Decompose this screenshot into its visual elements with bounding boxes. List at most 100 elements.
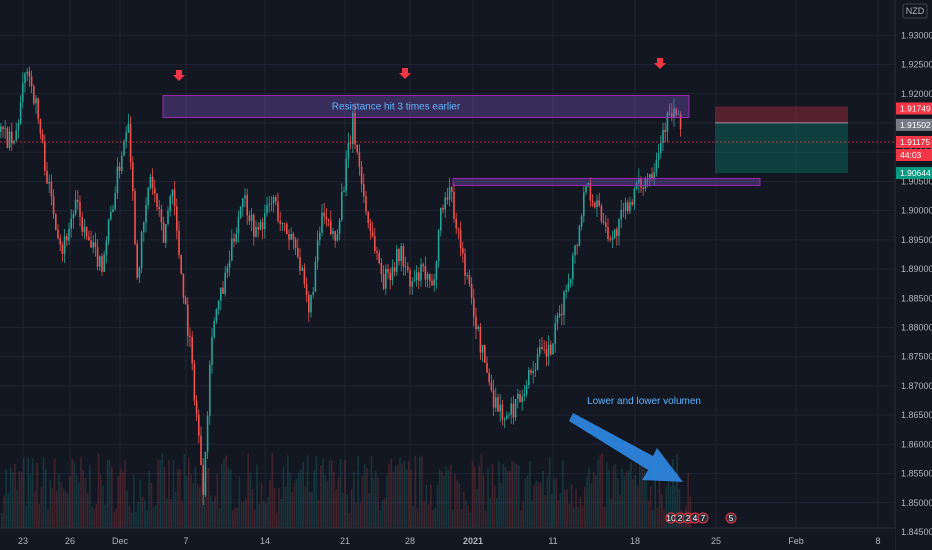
candle-body [259, 222, 262, 230]
candle-body [671, 113, 673, 119]
candle-body [301, 267, 303, 271]
candle-body [81, 217, 83, 232]
y-tick-label: 1.86500 [901, 410, 932, 420]
volume-bar [245, 498, 247, 528]
candle-body [437, 230, 440, 262]
volume-bar [177, 468, 179, 528]
candle-body [631, 202, 633, 205]
candle-body [446, 197, 449, 200]
event-badge-label: 4 [693, 513, 698, 523]
candle-body [528, 370, 530, 386]
candle-body [451, 187, 453, 192]
volume-bar [498, 460, 500, 528]
volume-bar [454, 474, 456, 528]
volume-bar [564, 489, 566, 528]
candle-body [206, 415, 209, 452]
candle-body [24, 73, 26, 84]
volume-bar [113, 512, 115, 528]
candle-body [281, 223, 284, 225]
volume-bar [542, 470, 544, 528]
volume-bar [36, 462, 38, 528]
volume-bar [152, 506, 155, 528]
candle-body [673, 108, 675, 119]
candle-body [332, 231, 334, 234]
candle-body [563, 291, 565, 315]
candle-body [147, 188, 149, 206]
volume-bar [223, 458, 225, 528]
candle-body [547, 344, 550, 357]
volume-bar [654, 466, 656, 528]
candle-body [477, 326, 479, 330]
volume-bar [289, 473, 291, 528]
candle-body [248, 215, 251, 222]
volume-bar [93, 508, 95, 528]
candle-body [662, 129, 664, 143]
candle-body [561, 313, 563, 315]
volume-bar [326, 480, 329, 528]
volume-bar [53, 458, 56, 528]
volume-bar [619, 494, 621, 528]
volume-bar [625, 472, 628, 528]
candle-body [138, 267, 141, 278]
volume-bar [562, 460, 564, 528]
candle-body [431, 280, 433, 286]
candle-body [72, 213, 75, 219]
candle-body [136, 243, 138, 278]
down-arrow-icon [173, 70, 185, 81]
event-badge-label: 7 [701, 513, 706, 523]
volume-bar [427, 504, 430, 528]
candle-body [611, 238, 614, 240]
candle-body [677, 113, 680, 115]
candle-body [378, 252, 380, 264]
candle-body [624, 202, 627, 211]
volume-bar [546, 476, 549, 528]
volume-bar [84, 477, 87, 528]
candle-body [334, 231, 336, 241]
y-tick-label: 1.90000 [901, 206, 932, 216]
candle-body [8, 131, 11, 148]
volume-bar [575, 488, 577, 528]
volume-bar [251, 489, 254, 528]
time-axis-panel [0, 528, 895, 550]
volume-bar [364, 464, 366, 528]
candle-body [444, 197, 446, 210]
volume-bar [416, 508, 419, 528]
candle-body [220, 287, 222, 301]
candle-body [613, 229, 616, 239]
volume-bar [551, 494, 553, 528]
volume-bar [449, 464, 452, 528]
candle-body [90, 240, 92, 248]
candle-body [129, 123, 132, 163]
candle-body [387, 268, 389, 273]
volume-bar [458, 483, 461, 528]
candle-body [145, 205, 147, 223]
candle-body [374, 236, 376, 252]
currency-badge [902, 3, 928, 19]
candle-body [589, 183, 592, 201]
candle-body [35, 98, 37, 104]
candle-body [125, 132, 127, 142]
volume-bar [293, 483, 296, 528]
price-tag-label: 1.91749 [900, 103, 931, 113]
candle-body [567, 283, 570, 290]
volume-bar [126, 490, 128, 528]
candle-body [283, 223, 286, 225]
candle-body [435, 261, 438, 280]
price-tag [896, 118, 932, 131]
candle-body [292, 234, 295, 240]
volume-bar [621, 468, 623, 528]
candle-body [657, 153, 660, 160]
volume-bar [27, 457, 29, 528]
candle-body [19, 101, 22, 124]
candle-body [101, 256, 103, 272]
candle-body [400, 246, 402, 262]
candle-body [244, 195, 246, 199]
candle-body [0, 126, 2, 132]
volume-bar [452, 509, 454, 528]
volume-bar [291, 492, 293, 528]
candle-body [327, 219, 330, 221]
candle-body [649, 173, 651, 179]
volume-bar [135, 511, 137, 528]
